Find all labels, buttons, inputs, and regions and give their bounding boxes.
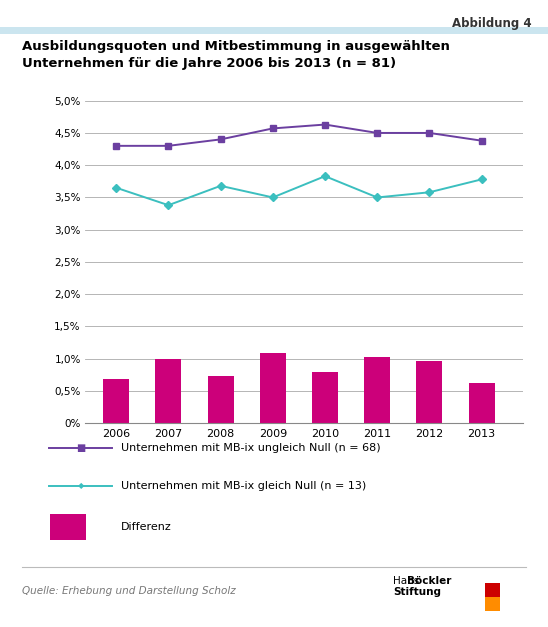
Bar — [364, 357, 390, 423]
Text: Unternehmen mit MB-ix ungleich Null (n = 68): Unternehmen mit MB-ix ungleich Null (n =… — [121, 443, 380, 453]
Bar — [469, 383, 495, 423]
Text: Unternehmen für die Jahre 2006 bis 2013 (n = 81): Unternehmen für die Jahre 2006 bis 2013 … — [22, 57, 396, 70]
Text: Quelle: Erhebung und Darstellung Scholz: Quelle: Erhebung und Darstellung Scholz — [22, 586, 236, 596]
Bar — [156, 359, 181, 423]
Text: Ausbildungsquoten und Mitbestimmung in ausgewählten: Ausbildungsquoten und Mitbestimmung in a… — [22, 40, 450, 53]
Text: ■: ■ — [77, 443, 85, 453]
Text: Abbildung 4: Abbildung 4 — [452, 17, 532, 29]
Text: Unternehmen mit MB-ix gleich Null (n = 13): Unternehmen mit MB-ix gleich Null (n = 1… — [121, 481, 366, 491]
Bar — [208, 376, 233, 423]
Text: Hans: Hans — [393, 576, 423, 586]
Bar — [416, 361, 442, 423]
Text: Stiftung: Stiftung — [393, 587, 442, 597]
Text: Hans Öckler
Stiftung: Hans Öckler Stiftung — [395, 591, 403, 594]
Text: Differenz: Differenz — [121, 522, 172, 532]
Bar — [312, 372, 338, 423]
Text: Böckler: Böckler — [407, 576, 451, 586]
Bar — [103, 379, 129, 423]
Bar — [260, 353, 286, 423]
Text: ◆: ◆ — [78, 482, 84, 490]
